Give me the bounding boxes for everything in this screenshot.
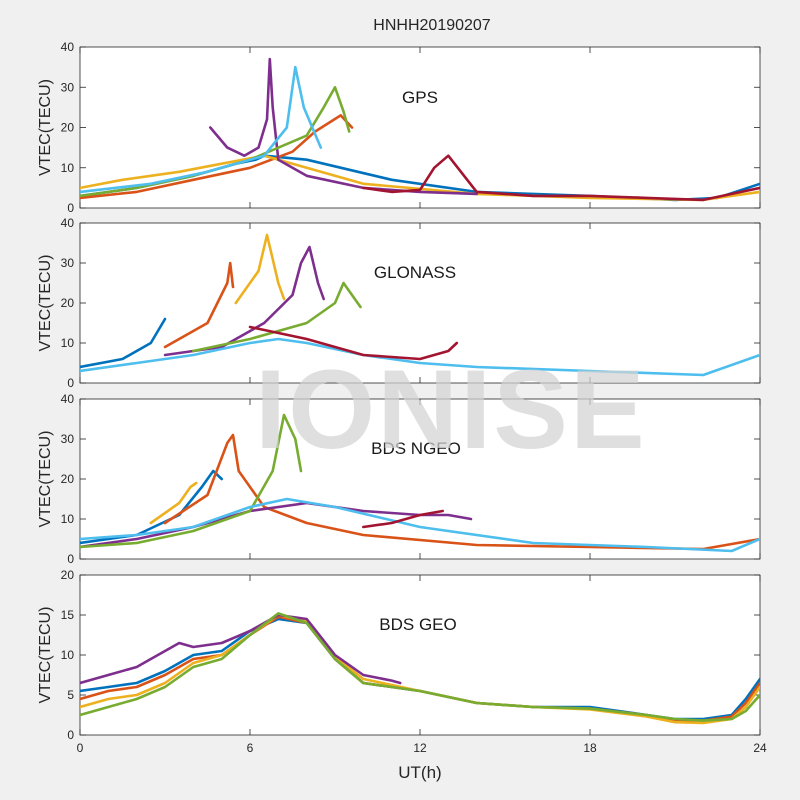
series-line-2: [163, 261, 235, 349]
y-axis-label: VTEC(TECU): [37, 431, 54, 528]
series-group: [80, 612, 760, 725]
x-axis-label: UT(h): [398, 763, 441, 782]
series-line-2: [163, 433, 760, 551]
y-axis-label: VTEC(TECU): [37, 255, 54, 352]
panel-2: 0 10 20 30 40 VTEC(TECU) GLONASS: [37, 216, 761, 390]
series-line-3: [80, 613, 760, 725]
panel-3: 0 10 20 30 40 VTEC(TECU) BDS NGEO: [37, 392, 761, 566]
series-line-3: [149, 481, 198, 525]
series-line-6: [80, 337, 760, 377]
y-tick-label: 0: [67, 728, 74, 742]
series-line-7: [248, 325, 459, 361]
series-group: [80, 413, 760, 553]
series-line-5: [80, 612, 760, 722]
y-tick-label: 40: [61, 392, 75, 406]
y-tick-label: 20: [61, 568, 75, 582]
y-tick-label: 30: [61, 80, 75, 94]
y-tick-label: 10: [61, 161, 75, 175]
series-group: [80, 57, 760, 202]
x-tick-label: 12: [413, 741, 427, 755]
panel-label: GPS: [402, 88, 438, 107]
series-line-7: [361, 509, 445, 529]
y-tick-label: 5: [67, 688, 74, 702]
x-tick-label: 0: [77, 741, 84, 755]
x-tick-label: 18: [583, 741, 597, 755]
series-line-1: [80, 317, 167, 369]
y-tick-label: 40: [61, 216, 75, 230]
panel-label: BDS NGEO: [371, 439, 461, 458]
panels: 0 10 20 30 40 VTEC(TECU) GPS 0 10 20 30 40 VTEC(TECU…: [37, 40, 767, 782]
y-tick-label: 0: [67, 552, 74, 566]
series-line-4: [80, 613, 402, 685]
panel-4: 0 6 12 18 24 0 5 10 15 20 VTEC(TECU) BDS GEO UT(h): [37, 568, 767, 782]
series-line-6: [80, 497, 760, 553]
series-line-5: [192, 281, 362, 353]
y-tick-label: 10: [61, 336, 75, 350]
y-tick-label: 15: [61, 608, 75, 622]
panel-label: BDS GEO: [379, 615, 456, 634]
y-axis-label: VTEC(TECU): [37, 79, 54, 176]
y-tick-label: 20: [61, 121, 75, 135]
y-tick-label: 10: [61, 512, 75, 526]
x-tick-label: 24: [753, 741, 767, 755]
series-line-2: [80, 114, 354, 200]
plot-area: [79, 398, 761, 560]
y-tick-label: 20: [61, 472, 75, 486]
series-line-5: [80, 413, 303, 549]
y-tick-label: 0: [67, 376, 74, 390]
y-tick-label: 30: [61, 432, 75, 446]
plot-area: [79, 46, 761, 209]
series-line-3: [80, 154, 760, 202]
y-tick-label: 20: [61, 296, 75, 310]
y-tick-label: 30: [61, 256, 75, 270]
plot-area: [79, 222, 761, 384]
panel-1: 0 10 20 30 40 VTEC(TECU) GPS: [37, 40, 761, 215]
y-tick-label: 10: [61, 648, 75, 662]
y-tick-label: 40: [61, 40, 75, 54]
series-line-7: [361, 154, 760, 202]
y-tick-label: 0: [67, 201, 74, 215]
plot-area: [79, 574, 761, 736]
series-group: [80, 233, 760, 377]
panel-label: GLONASS: [374, 263, 456, 282]
series-line-3: [234, 233, 286, 305]
x-tick-label: 6: [247, 741, 254, 755]
series-line-6: [80, 65, 323, 194]
figure-title: HNHH20190207: [373, 17, 491, 34]
y-axis-label: VTEC(TECU): [37, 607, 54, 704]
